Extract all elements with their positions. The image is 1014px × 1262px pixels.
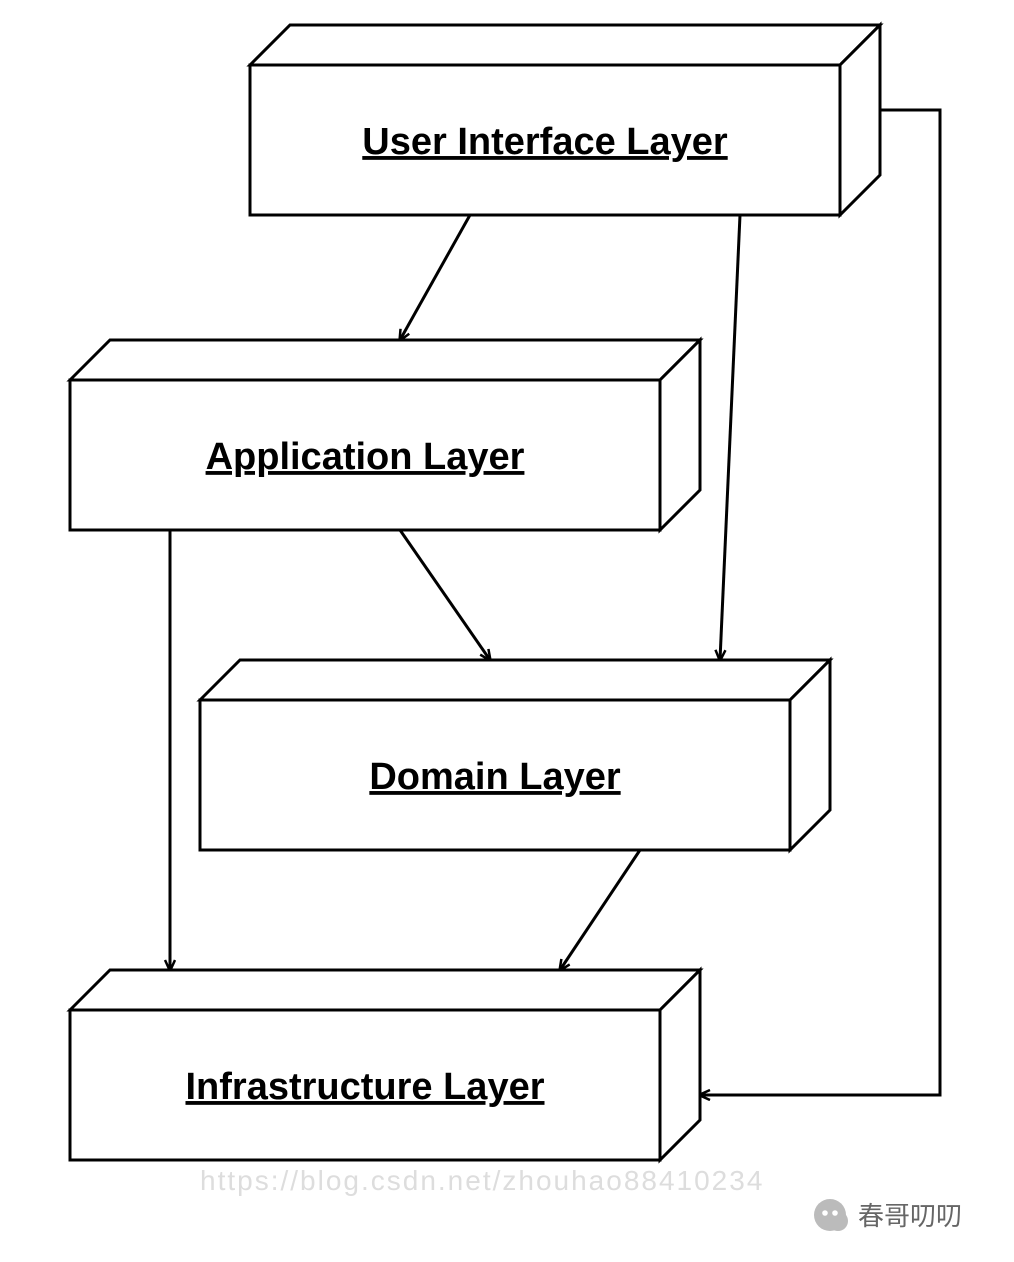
caption: 春哥叨叨 <box>814 1199 962 1231</box>
edge-ui-domain <box>720 215 740 660</box>
layered-architecture-diagram: User Interface Layer Application Layer Dom… <box>0 0 1014 1262</box>
layer-box-ui: User Interface Layer <box>250 25 880 215</box>
layer-box-app: Application Layer <box>70 340 700 530</box>
edge-domain-infra <box>560 850 640 970</box>
layer-box-domain: Domain Layer <box>200 660 830 850</box>
layer-label-ui: User Interface Layer <box>362 121 728 163</box>
layer-box-infra: Infrastructure Layer <box>70 970 700 1160</box>
svg-text:春哥叨叨: 春哥叨叨 <box>858 1201 962 1231</box>
watermark-text: https://blog.csdn.net/zhouhao88410234 <box>200 1165 764 1196</box>
edge-app-domain <box>400 530 490 660</box>
layer-label-infra: Infrastructure Layer <box>185 1066 544 1108</box>
layer-label-app: Application Layer <box>206 436 525 478</box>
edge-ui-app <box>400 215 470 340</box>
edge-ui-infra <box>700 110 940 1095</box>
layer-label-domain: Domain Layer <box>369 756 621 798</box>
